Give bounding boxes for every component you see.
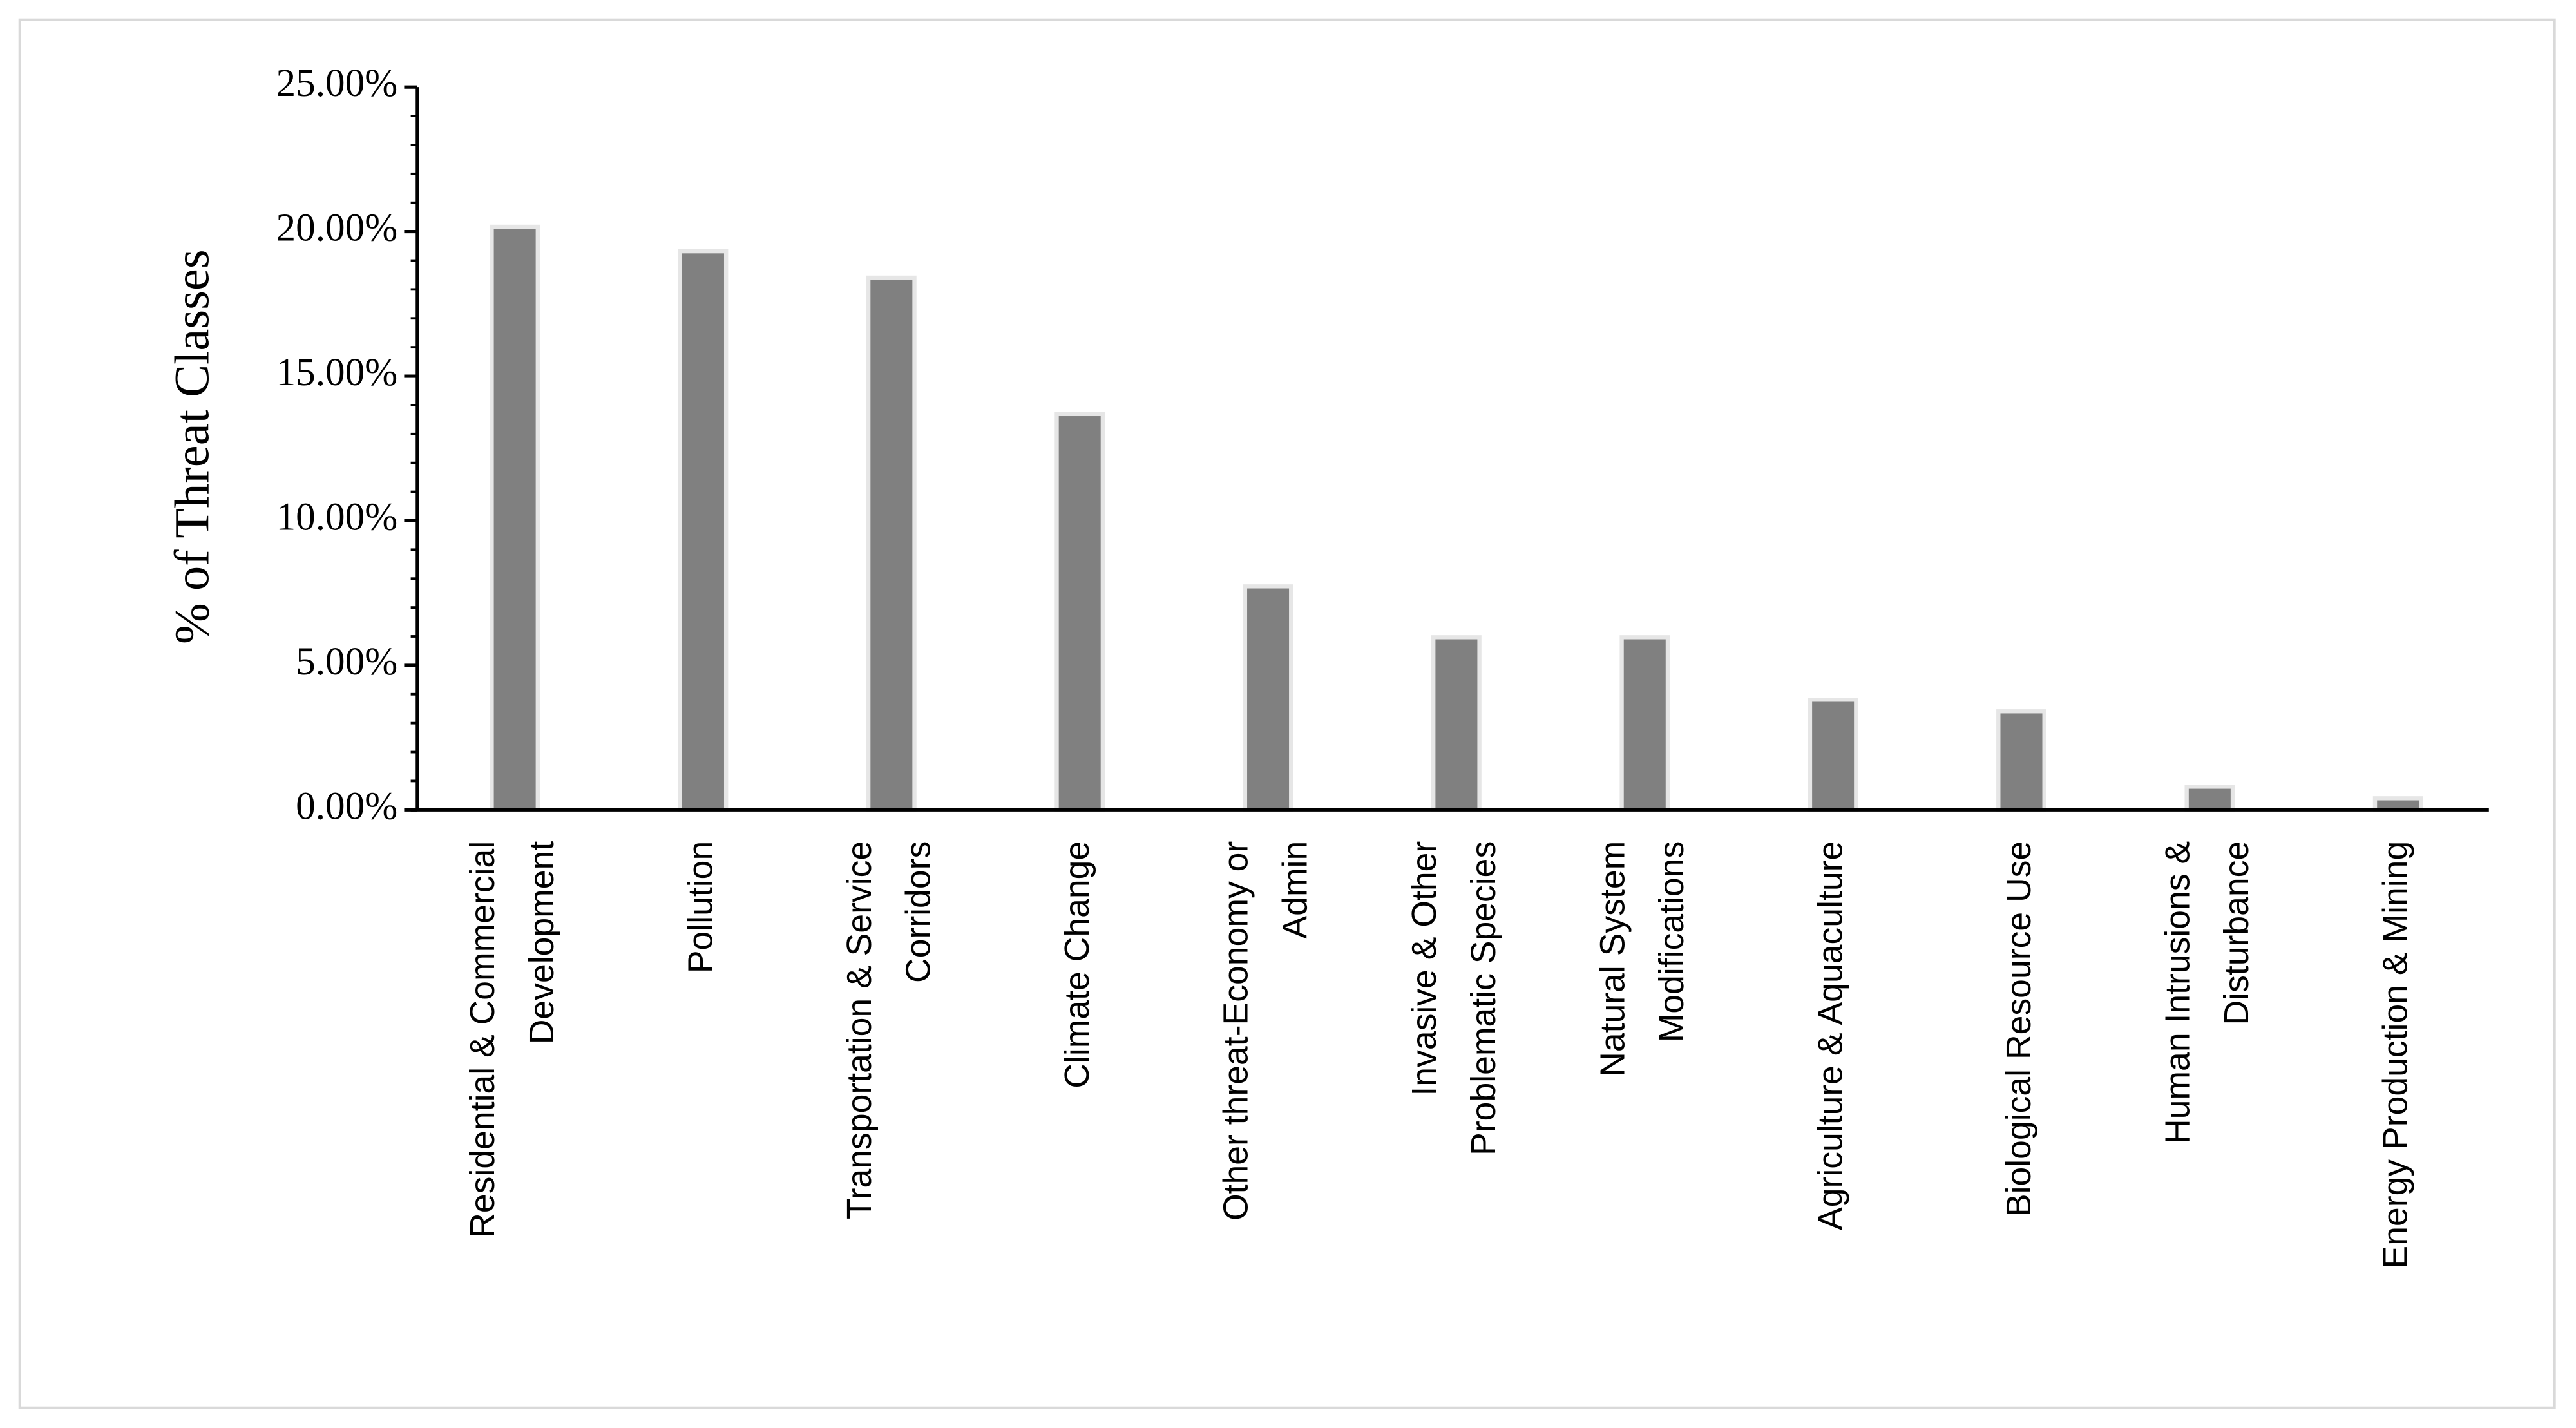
x-tick-label: Energy Production & Mining: [2377, 841, 2415, 1269]
x-tick-label: Climate Change: [1058, 841, 1096, 1089]
y-tick-label: 10.00%: [276, 495, 398, 539]
bar: [1619, 635, 1670, 812]
y-tick-label: 25.00%: [276, 61, 398, 105]
x-tick-label: Invasive & Other Problematic Species: [1406, 841, 1503, 1156]
bar: [2184, 785, 2235, 812]
x-tick-label: Human Intrusions & Disturbance: [2159, 841, 2256, 1144]
bar: [1054, 412, 1105, 812]
bar: [2372, 796, 2423, 812]
x-tick-label: Residential & Commercial Development: [464, 841, 561, 1238]
y-tick-label: 20.00%: [276, 206, 398, 250]
y-tick-label: 0.00%: [296, 784, 397, 828]
bar: [866, 275, 917, 812]
bar: [1808, 698, 1858, 812]
x-tick-label: Natural System Modifications: [1594, 841, 1692, 1077]
y-tick-label: 15.00%: [276, 350, 398, 394]
x-tick-label: Biological Resource Use: [2000, 841, 2038, 1217]
y-axis-title: % of Threat Classes: [165, 249, 220, 644]
x-tick-label: Transportation & Service Corridors: [841, 841, 938, 1219]
y-tick-label: 5.00%: [296, 640, 397, 683]
x-tick-label: Agriculture & Aquaculture: [1812, 841, 1850, 1230]
bar: [490, 224, 540, 812]
bar: [1431, 635, 1482, 812]
x-tick-label: Pollution: [682, 841, 720, 973]
bar: [678, 249, 729, 812]
bar: [1243, 584, 1293, 812]
x-tick-label: Other threat-Economy or Admin: [1217, 841, 1315, 1221]
bar: [1996, 709, 2046, 812]
